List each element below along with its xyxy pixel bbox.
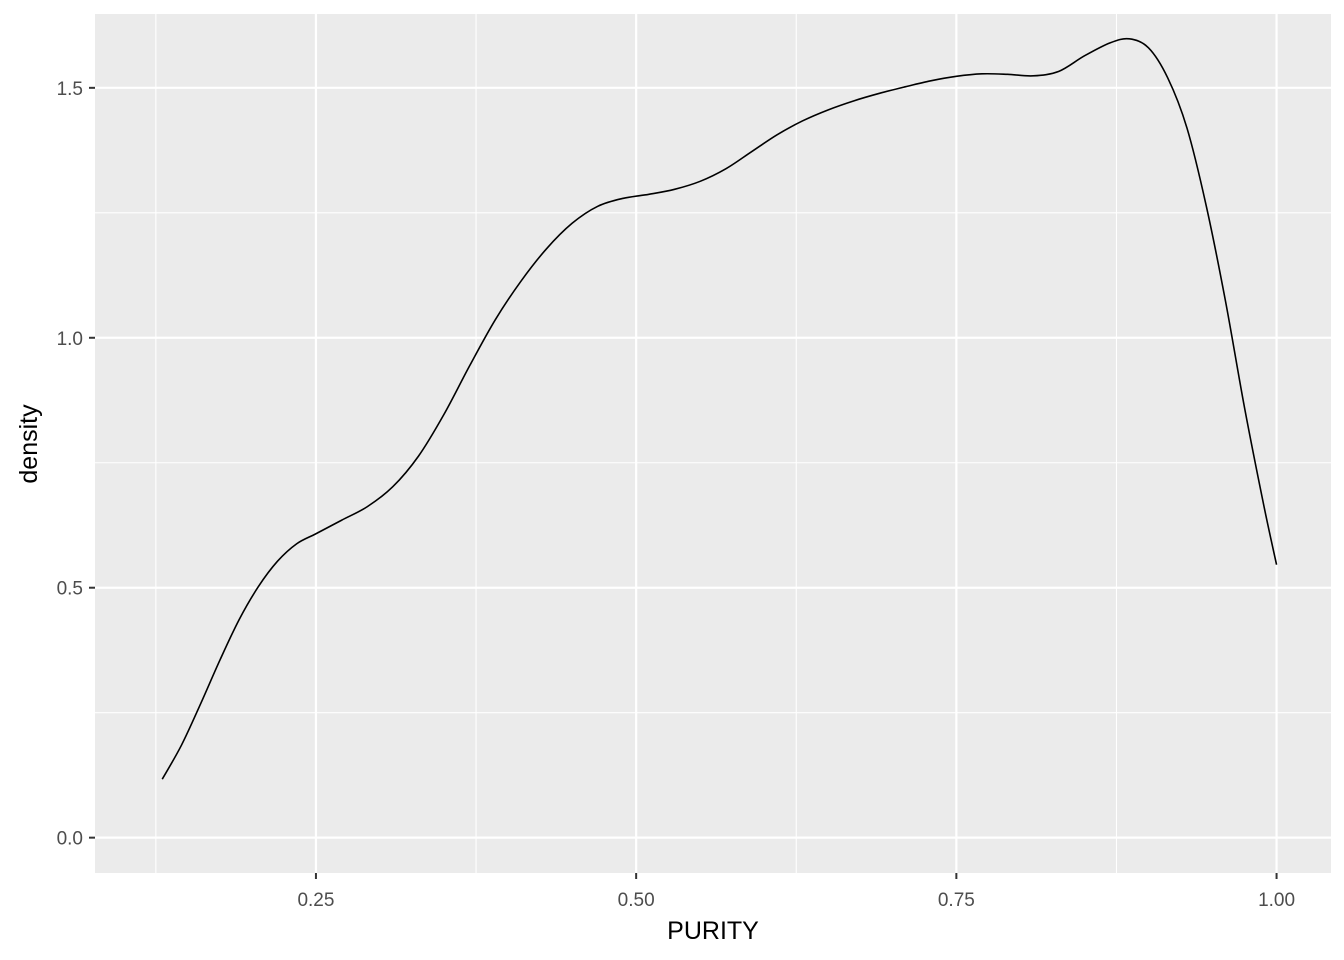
y-axis-ticks: 0.0 0.5 1.0 1.5 <box>57 79 95 850</box>
y-tick-label: 0.0 <box>57 829 83 850</box>
x-tick-label: 0.75 <box>938 890 975 911</box>
major-gridlines <box>95 14 1331 873</box>
x-tick-label: 0.50 <box>618 890 655 911</box>
x-axis-title: PURITY <box>667 917 759 945</box>
series-layer <box>161 37 1278 780</box>
density-line <box>161 37 1278 780</box>
x-tick-label: 1.00 <box>1258 890 1295 911</box>
y-tick-label: 0.5 <box>57 579 83 600</box>
x-axis-ticks: 0.25 0.50 0.75 1.00 <box>297 873 1295 911</box>
y-tick-label: 1.5 <box>57 79 83 100</box>
x-tick-label: 0.25 <box>297 890 334 911</box>
plot-panel <box>95 14 1331 873</box>
y-axis-title: density <box>15 404 43 484</box>
y-tick-label: 1.0 <box>57 329 83 350</box>
minor-gridlines <box>95 14 1331 873</box>
